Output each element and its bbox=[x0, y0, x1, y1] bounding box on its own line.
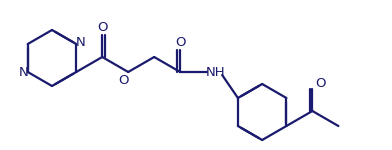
Text: O: O bbox=[175, 36, 185, 49]
Text: O: O bbox=[315, 77, 326, 90]
Text: N: N bbox=[75, 36, 85, 50]
Text: N: N bbox=[19, 66, 29, 80]
Text: O: O bbox=[118, 74, 129, 87]
Text: NH: NH bbox=[205, 66, 225, 78]
Text: O: O bbox=[97, 21, 107, 34]
